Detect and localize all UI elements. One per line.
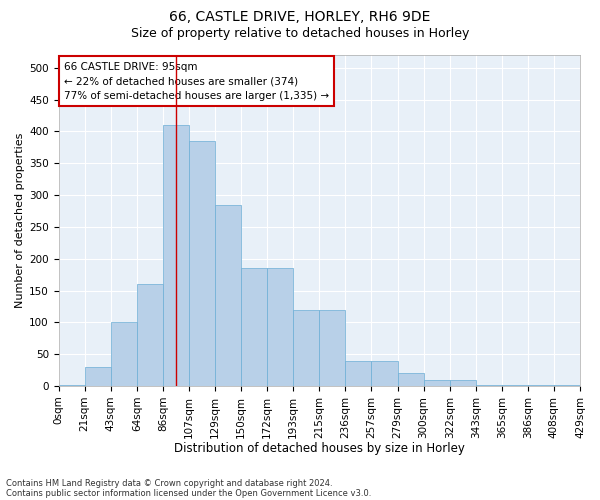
Bar (85, 367, 111, 386)
Bar (267, 268, 293, 386)
Text: Contains public sector information licensed under the Open Government Licence v3: Contains public sector information licen… (6, 488, 371, 498)
Bar (59, 384, 85, 386)
Bar (346, 360, 371, 386)
Text: 66 CASTLE DRIVE: 95sqm
← 22% of detached houses are smaller (374)
77% of semi-de: 66 CASTLE DRIVE: 95sqm ← 22% of detached… (64, 62, 329, 101)
Bar (111, 322, 137, 386)
Bar (241, 268, 267, 386)
Bar (215, 204, 241, 386)
Text: Size of property relative to detached houses in Horley: Size of property relative to detached ho… (131, 28, 469, 40)
Bar (163, 125, 189, 386)
Text: Contains HM Land Registry data © Crown copyright and database right 2024.: Contains HM Land Registry data © Crown c… (6, 478, 332, 488)
Bar (137, 284, 163, 386)
Bar (449, 380, 476, 386)
Bar (189, 141, 215, 386)
Bar (424, 380, 449, 386)
Bar (319, 310, 346, 386)
Bar (398, 374, 424, 386)
X-axis label: Distribution of detached houses by size in Horley: Distribution of detached houses by size … (174, 442, 465, 455)
Bar (476, 384, 502, 386)
Y-axis label: Number of detached properties: Number of detached properties (15, 133, 25, 308)
Bar (293, 310, 319, 386)
Text: 66, CASTLE DRIVE, HORLEY, RH6 9DE: 66, CASTLE DRIVE, HORLEY, RH6 9DE (169, 10, 431, 24)
Bar (371, 360, 398, 386)
